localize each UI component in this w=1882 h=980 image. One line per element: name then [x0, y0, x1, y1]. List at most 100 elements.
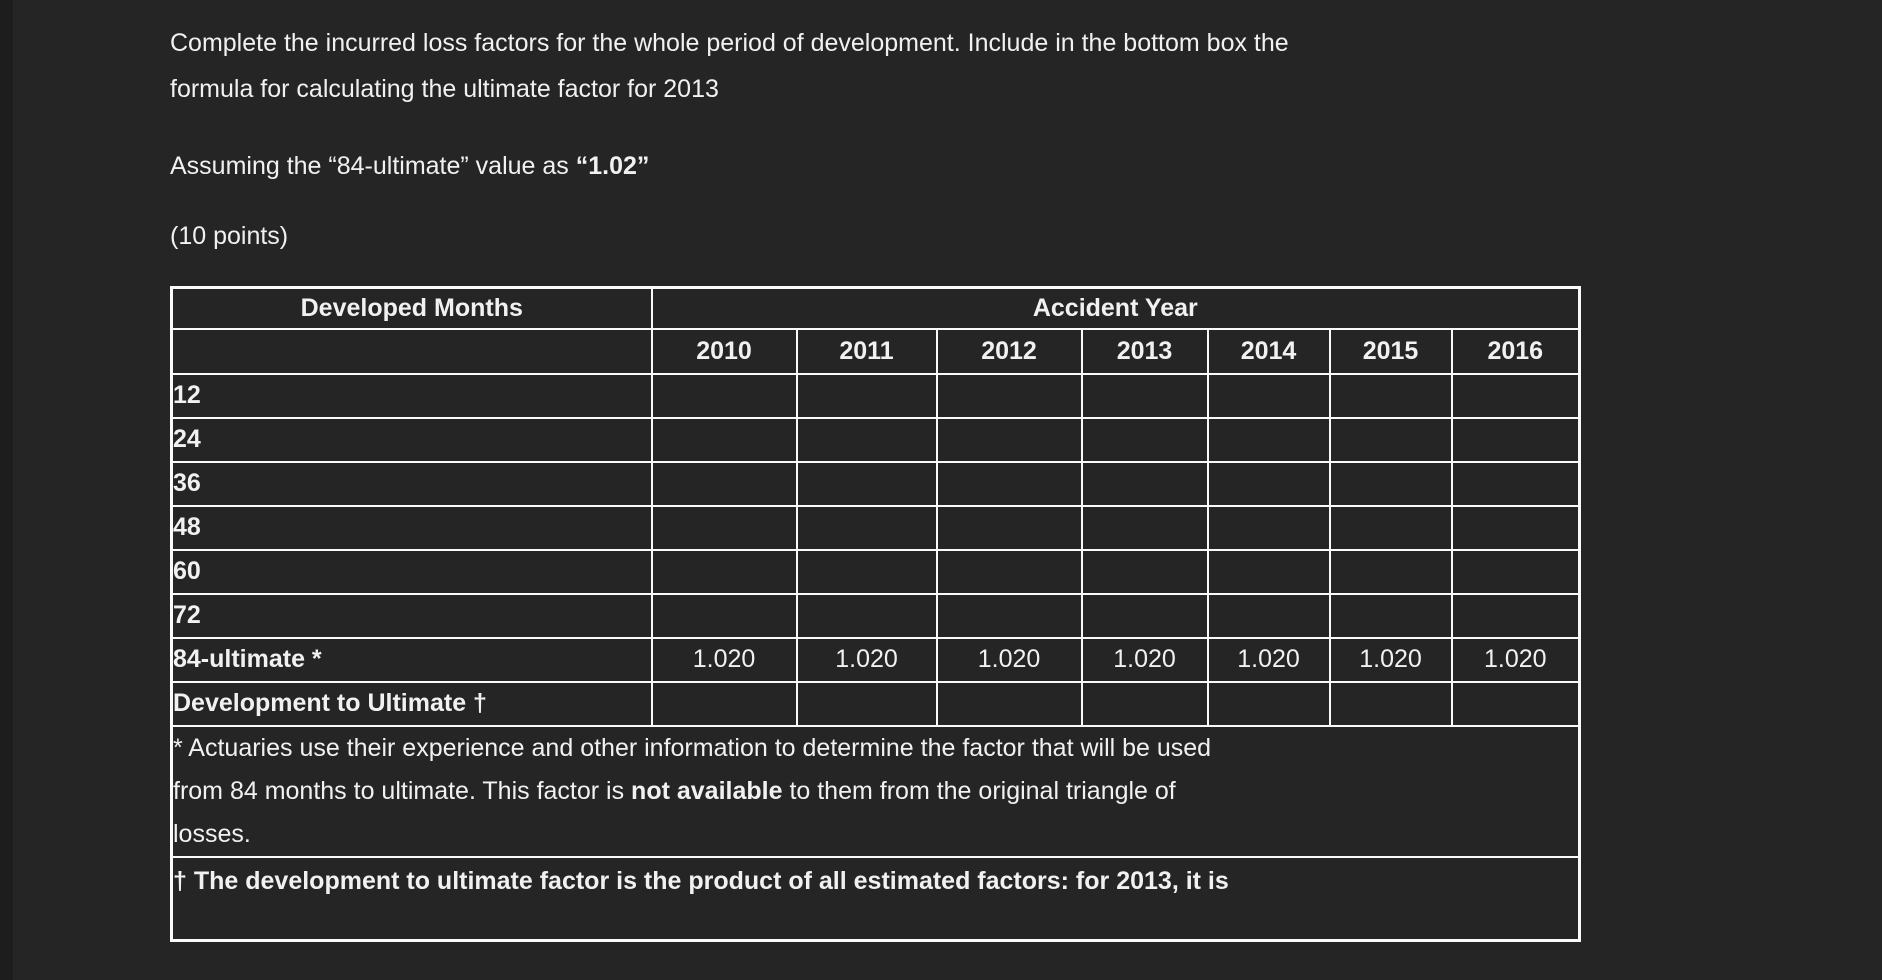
answer-cell[interactable] — [650, 680, 798, 727]
answer-cell[interactable] — [935, 592, 1083, 639]
answer-cell[interactable] — [795, 548, 938, 595]
table-row-60: 60 — [170, 548, 1581, 595]
answer-cell[interactable] — [1080, 548, 1209, 595]
footnote-dagger-cell: † The development to ultimate factor is … — [170, 855, 1581, 942]
answer-cell[interactable] — [1080, 680, 1209, 727]
footnote-line2-post: to them from the original triangle of — [782, 776, 1176, 805]
footnote-asterisk-line1: * Actuaries use their experience and oth… — [173, 733, 1212, 762]
answer-cell[interactable] — [1206, 460, 1331, 507]
answer-cell[interactable] — [1206, 680, 1331, 727]
page-left-edge — [0, 0, 13, 980]
answer-cell[interactable] — [1328, 504, 1453, 551]
answer-cell[interactable] — [1450, 504, 1581, 551]
table-row-84-ultimate: 84-ultimate * 1.020 1.020 1.020 1.020 1.… — [170, 636, 1581, 683]
factor-value-cell: 1.020 — [650, 636, 798, 683]
year-header-2012: 2012 — [935, 327, 1083, 375]
row-label-60: 60 — [170, 548, 653, 595]
table-row-12: 12 — [170, 372, 1581, 419]
row-label-36: 36 — [170, 460, 653, 507]
row-label-72: 72 — [170, 592, 653, 639]
answer-cell[interactable] — [1450, 592, 1581, 639]
factor-value-cell: 1.020 — [1206, 636, 1331, 683]
row-label-12: 12 — [170, 372, 653, 419]
footnote-asterisk-line3: losses. — [173, 819, 251, 848]
answer-cell[interactable] — [1206, 548, 1331, 595]
row-label-48: 48 — [170, 504, 653, 551]
year-header-2010: 2010 — [650, 327, 798, 375]
answer-cell[interactable] — [1206, 416, 1331, 463]
answer-cell[interactable] — [650, 416, 798, 463]
year-header-2011: 2011 — [795, 327, 938, 375]
answer-cell[interactable] — [650, 460, 798, 507]
answer-cell[interactable] — [1206, 372, 1331, 419]
table-header-row-2: 2010 2011 2012 2013 2014 2015 2016 — [170, 327, 1581, 375]
answer-cell[interactable] — [650, 372, 798, 419]
answer-cell[interactable] — [1328, 592, 1453, 639]
factor-value-cell: 1.020 — [1328, 636, 1453, 683]
answer-cell[interactable] — [935, 680, 1083, 727]
answer-cell[interactable] — [650, 548, 798, 595]
answer-cell[interactable] — [650, 504, 798, 551]
answer-cell[interactable] — [935, 372, 1083, 419]
answer-cell[interactable] — [1206, 592, 1331, 639]
question-title-line2: formula for calculating the ultimate fac… — [170, 75, 719, 103]
year-header-2014: 2014 — [1206, 327, 1331, 375]
year-header-2016: 2016 — [1450, 327, 1581, 375]
row-label-development-to-ultimate: Development to Ultimate † — [170, 680, 653, 727]
answer-cell[interactable] — [1080, 592, 1209, 639]
answer-cell[interactable] — [1080, 504, 1209, 551]
accident-year-header: Accident Year — [650, 286, 1581, 330]
answer-cell[interactable] — [1328, 680, 1453, 727]
loss-factors-table: Developed Months Accident Year 2010 2011… — [170, 286, 1582, 942]
developed-months-header: Developed Months — [170, 286, 653, 330]
empty-header-cell — [170, 327, 653, 375]
answer-cell[interactable] — [1206, 504, 1331, 551]
answer-cell[interactable] — [650, 592, 798, 639]
answer-cell[interactable] — [795, 680, 938, 727]
answer-cell[interactable] — [795, 504, 938, 551]
table-row-72: 72 — [170, 592, 1581, 639]
answer-cell[interactable] — [795, 372, 938, 419]
assumption-text: Assuming the “84-ultimate” value as “1.0… — [170, 143, 1882, 189]
points-label: (10 points) — [170, 222, 289, 250]
year-header-2013: 2013 — [1080, 327, 1209, 375]
answer-cell[interactable] — [1450, 372, 1581, 419]
answer-cell[interactable] — [1080, 460, 1209, 507]
table-row-48: 48 — [170, 504, 1581, 551]
factor-value-cell: 1.020 — [935, 636, 1083, 683]
answer-cell[interactable] — [1328, 460, 1453, 507]
answer-cell[interactable] — [935, 460, 1083, 507]
answer-cell[interactable] — [1450, 416, 1581, 463]
table-row-24: 24 — [170, 416, 1581, 463]
answer-cell[interactable] — [1450, 680, 1581, 727]
question-title: Complete the incurred loss factors for t… — [170, 20, 1882, 112]
table-header-row-1: Developed Months Accident Year — [170, 286, 1581, 330]
row-label-24: 24 — [170, 416, 653, 463]
assumption-prefix: Assuming the “84-ultimate” value as — [170, 152, 576, 180]
answer-cell[interactable] — [1328, 416, 1453, 463]
answer-cell[interactable] — [1080, 372, 1209, 419]
answer-cell[interactable] — [935, 548, 1083, 595]
answer-cell[interactable] — [1328, 548, 1453, 595]
answer-cell[interactable] — [795, 592, 938, 639]
row-label-84-ultimate: 84-ultimate * — [170, 636, 653, 683]
footnote-asterisk-line2: from 84 months to ultimate. This factor … — [174, 770, 1578, 813]
answer-cell[interactable] — [935, 416, 1083, 463]
answer-cell[interactable] — [1450, 548, 1581, 595]
answer-cell[interactable] — [1450, 460, 1581, 507]
answer-cell[interactable] — [795, 460, 938, 507]
footnote-asterisk-cell: * Actuaries use their experience and oth… — [170, 724, 1581, 858]
answer-cell[interactable] — [1080, 416, 1209, 463]
table-row-36: 36 — [170, 460, 1581, 507]
question-title-line1: Complete the incurred loss factors for t… — [170, 29, 1289, 57]
assumption-value: “1.02” — [575, 152, 650, 180]
formula-answer-area[interactable] — [174, 903, 1578, 937]
footnote-line2-bold: not available — [631, 776, 783, 805]
worksheet-content: Complete the incurred loss factors for t… — [170, 20, 1882, 942]
answer-cell[interactable] — [935, 504, 1083, 551]
footnote-asterisk-row: * Actuaries use their experience and oth… — [170, 724, 1581, 858]
answer-cell[interactable] — [1328, 372, 1453, 419]
year-header-2015: 2015 — [1328, 327, 1453, 375]
table-row-development-to-ultimate: Development to Ultimate † — [170, 680, 1581, 727]
answer-cell[interactable] — [795, 416, 938, 463]
